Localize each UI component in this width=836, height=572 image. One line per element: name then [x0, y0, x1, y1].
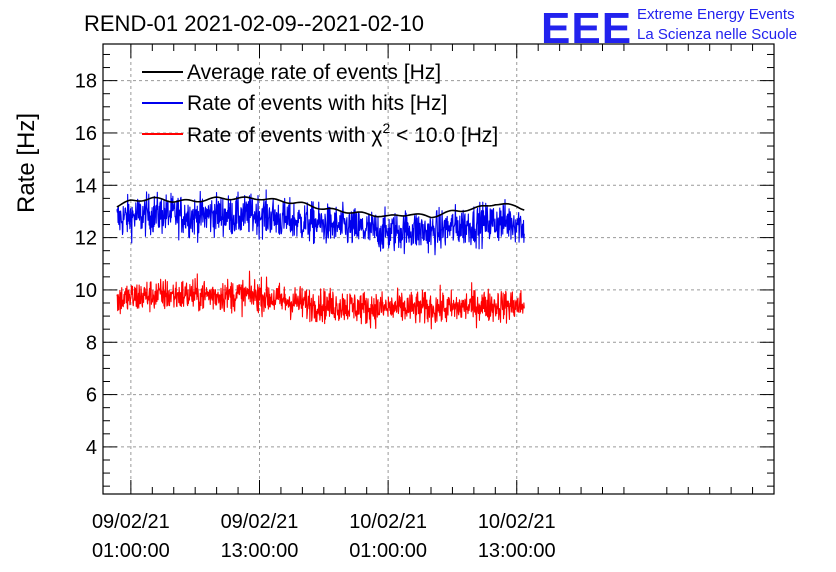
x-tick-date-label: 09/02/21	[92, 511, 170, 533]
y-axis-label: Rate [Hz]	[13, 113, 40, 213]
y-tick-label: 8	[86, 332, 97, 354]
x-tick-time-label: 01:00:00	[92, 540, 170, 562]
x-tick-time-label: 13:00:00	[221, 540, 299, 562]
y-tick-label: 16	[75, 123, 97, 145]
legend-label-chi2: Rate of events with χ2 < 10.0 [Hz]	[187, 120, 498, 147]
series-group	[116, 189, 525, 330]
eee-logo: EEE Extreme Energy Events La Scienza nel…	[541, 4, 797, 53]
x-tick-time-label: 13:00:00	[478, 540, 556, 562]
y-tick-label: 18	[75, 71, 97, 93]
chart-title: REND-01 2021-02-09--2021-02-10	[84, 11, 424, 36]
legend-label-hits: Rate of events with hits [Hz]	[187, 92, 447, 115]
series-line-average	[116, 196, 525, 219]
y-tick-label: 12	[75, 228, 97, 250]
series-line-chi2	[116, 270, 525, 330]
plot-frame	[102, 43, 775, 495]
series-line-hits	[116, 189, 525, 256]
axes: 4 6 8 10 12 14 16 18 09/02/21 01:00:00 09/02/21 13:…	[75, 43, 775, 562]
y-tick-label: 14	[75, 175, 97, 197]
legend: Average rate of events [Hz] Rate of even…	[142, 61, 498, 147]
eee-logo-line1: Extreme Energy Events	[637, 6, 795, 23]
y-tick-label: 10	[75, 280, 97, 302]
y-tick-label: 4	[86, 437, 97, 459]
gridlines	[103, 44, 774, 494]
x-tick-time-label: 01:00:00	[349, 540, 427, 562]
x-tick-date-label: 10/02/21	[349, 511, 427, 533]
y-tick-label: 6	[86, 385, 97, 407]
eee-logo-line2: La Scienza nelle Scuole	[637, 26, 797, 43]
eee-logo-mark: EEE	[541, 4, 632, 53]
x-tick-date-label: 10/02/21	[478, 511, 556, 533]
x-tick-date-label: 09/02/21	[221, 511, 299, 533]
legend-label-average: Average rate of events [Hz]	[187, 61, 441, 84]
